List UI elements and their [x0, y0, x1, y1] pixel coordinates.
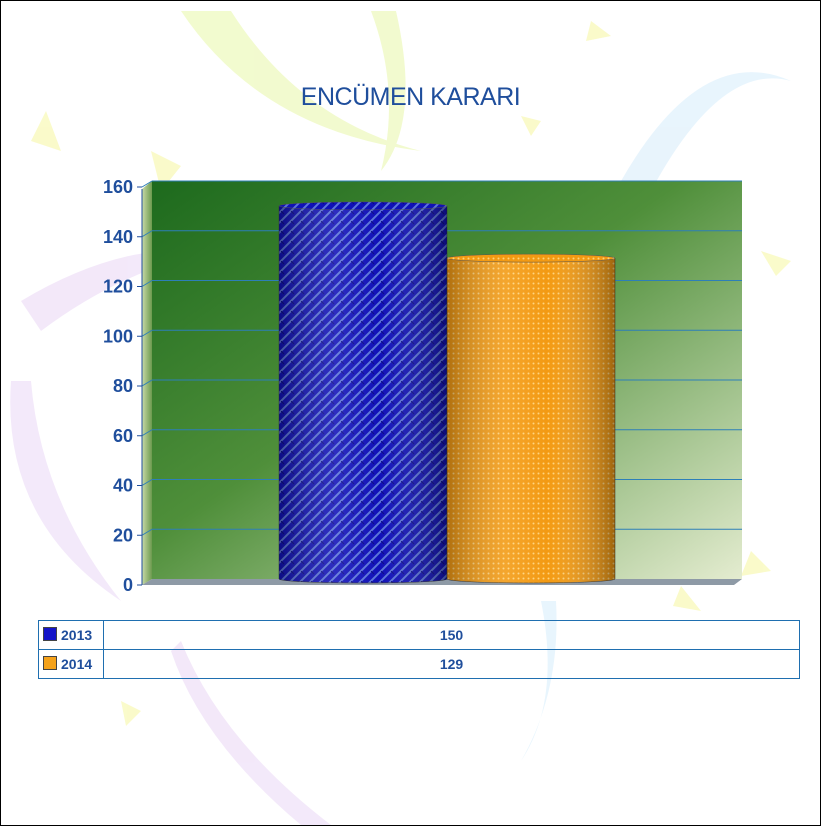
legend-label: 2014	[61, 656, 93, 672]
legend-entry-2014: 2014	[38, 649, 104, 679]
table-row: 2014 129	[38, 649, 800, 679]
gridline-side	[141, 429, 153, 437]
y-tick-label: 40	[113, 476, 133, 496]
gridline-side	[141, 479, 153, 486]
y-tick-label: 60	[113, 426, 133, 446]
y-tick-label: 20	[113, 525, 133, 545]
gridline-side	[141, 230, 153, 238]
data-table: 2013 150 2014 129	[38, 620, 800, 679]
value-cell: 150	[103, 620, 800, 650]
gridline-side	[141, 280, 153, 287]
gridline-side	[141, 379, 153, 387]
bar-2013	[278, 201, 448, 584]
bars	[278, 201, 616, 584]
bar-top	[446, 253, 616, 263]
table-row: 2013 150	[38, 620, 800, 650]
y-tick-label: 140	[103, 227, 133, 247]
bar-shading	[447, 258, 615, 583]
gridline-side	[141, 329, 153, 337]
y-tick-label: 0	[123, 575, 133, 595]
bar-2014	[446, 253, 616, 584]
legend-label: 2013	[61, 627, 93, 643]
legend-entry-2013: 2013	[38, 620, 104, 650]
y-tick-label: 160	[103, 177, 133, 197]
gridline-side	[141, 528, 153, 536]
swatch-2014-icon	[43, 656, 57, 670]
chart-title: ENCÜMEN KARARI	[300, 83, 521, 111]
gridline-side	[141, 180, 153, 188]
y-axis: 0 20 40 60 80 100 120 140 160	[103, 177, 143, 595]
value-cell: 129	[103, 649, 800, 679]
y-tick-label: 120	[103, 277, 133, 297]
bar-shading	[279, 205, 447, 583]
bar-top	[278, 201, 448, 211]
y-tick-label: 80	[113, 376, 133, 396]
y-tick-label: 100	[103, 326, 133, 346]
swatch-2013-icon	[43, 627, 57, 641]
